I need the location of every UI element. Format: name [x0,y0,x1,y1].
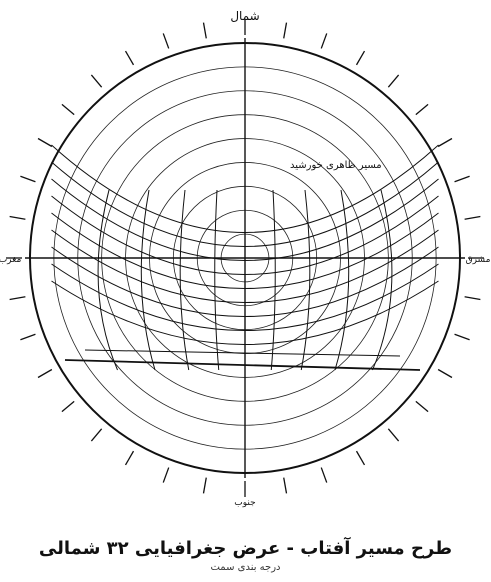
azimuth-tick [437,368,453,379]
east-label: مشرق [466,255,491,265]
hour-line [179,189,190,371]
curve-label: مسیر ظاهری خورشید [290,160,382,171]
azimuth-tick [464,296,481,301]
diagram-caption: طرح مسیر آفتاب - عرض جغرافیایی ۳۲ شمالی [38,538,453,559]
west-label: مغرب [0,255,21,265]
hour-line [334,189,350,371]
azimuth-tick [437,137,453,148]
azimuth-ticks [6,19,484,497]
azimuth-tick [162,33,170,49]
azimuth-tick [37,368,53,379]
azimuth-tick [464,215,481,220]
hour-line [300,189,311,371]
azimuth-tick [124,50,135,66]
azimuth-tick [454,175,470,183]
hour-line [214,189,220,371]
azimuth-tick [20,175,36,183]
azimuth-tick [454,333,470,341]
azimuth-tick [415,400,429,413]
azimuth-tick [162,467,170,483]
azimuth-tick [90,428,103,442]
azimuth-tick [37,137,53,148]
hour-line [270,189,276,371]
north-label: شمال [230,9,259,23]
azimuth-tick [202,22,207,39]
azimuth-tick [415,103,429,116]
azimuth-tick [355,450,366,466]
south-label: جنوب [234,498,255,508]
sun-path-diagram: شمال مسیر ظاهری خورشید جنوب مغرب مشرق [0,9,491,508]
azimuth-tick [61,400,75,413]
azimuth-tick [355,50,366,66]
azimuth-tick [61,103,75,116]
azimuth-tick [124,450,135,466]
band-bottom-line [64,359,421,371]
azimuth-tick [320,467,328,483]
azimuth-tick [387,74,400,88]
hour-line [140,189,156,371]
diagram-subcaption: درجه بندی سمت [210,562,281,573]
azimuth-tick [320,33,328,49]
azimuth-tick [283,477,288,494]
azimuth-tick [9,215,26,220]
hour-lines [64,189,421,371]
azimuth-tick [283,22,288,39]
hour-line [372,189,393,371]
band-inner-line [84,349,401,357]
azimuth-tick [9,296,26,301]
azimuth-tick [20,333,36,341]
azimuth-tick [387,428,400,442]
azimuth-tick [90,74,103,88]
azimuth-tick [202,477,207,494]
